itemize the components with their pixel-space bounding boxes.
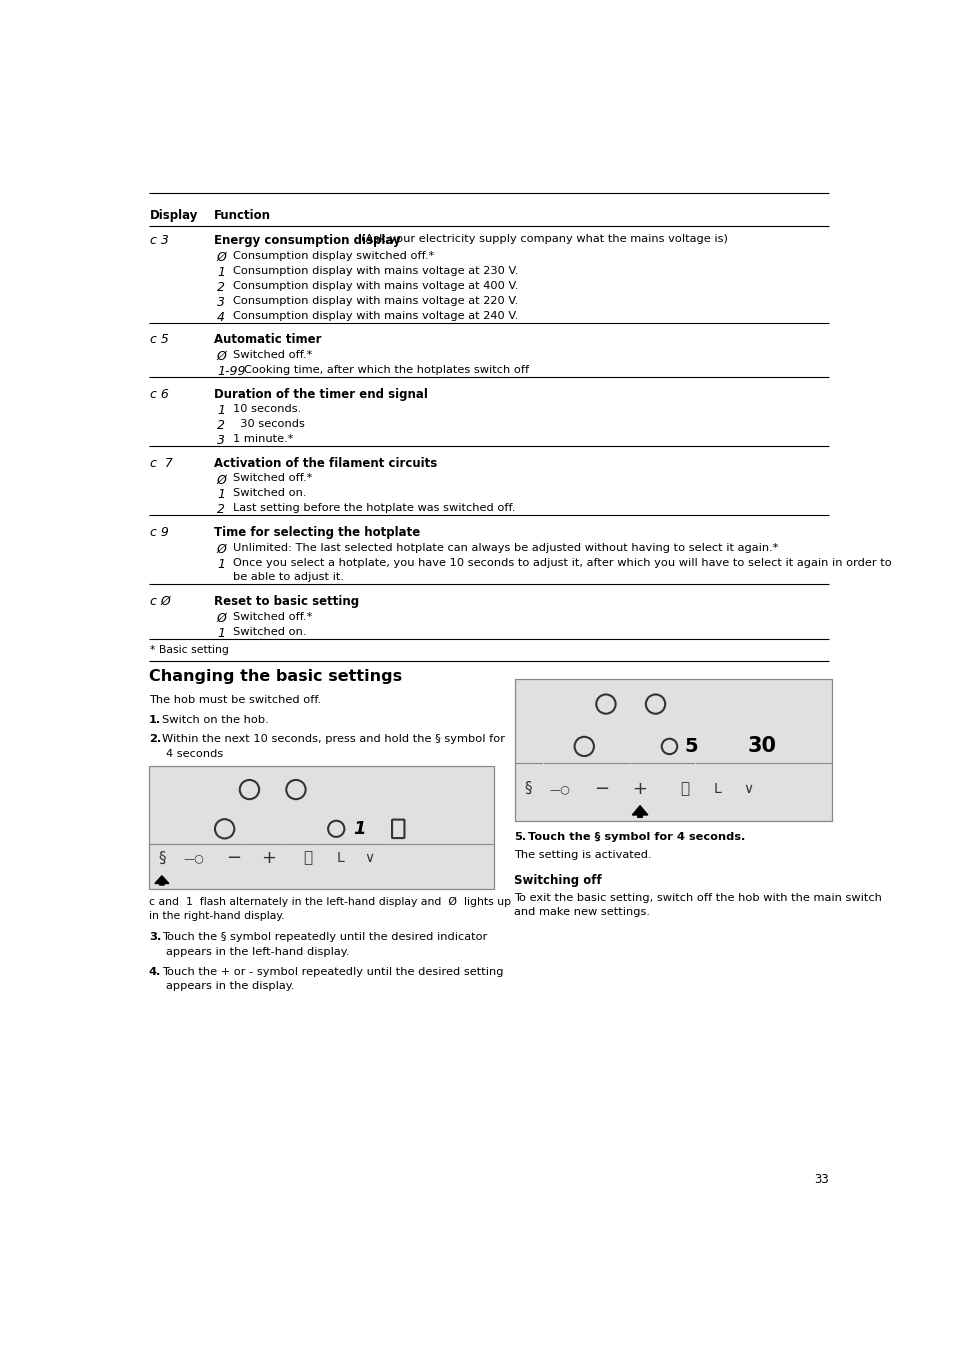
Text: Ø: Ø bbox=[216, 350, 227, 363]
Text: 1: 1 bbox=[216, 266, 225, 278]
Text: Once you select a hotplate, you have 10 seconds to adjust it, after which you wi: Once you select a hotplate, you have 10 … bbox=[233, 558, 891, 568]
Text: To exit the basic setting, switch off the hob with the main switch: To exit the basic setting, switch off th… bbox=[514, 892, 882, 903]
FancyBboxPatch shape bbox=[149, 765, 494, 888]
Text: 2: 2 bbox=[216, 420, 225, 432]
Text: §: § bbox=[524, 782, 532, 796]
FancyBboxPatch shape bbox=[392, 819, 404, 838]
Text: ∨: ∨ bbox=[364, 850, 375, 865]
Text: 2: 2 bbox=[216, 504, 225, 517]
Text: 1 minute.*: 1 minute.* bbox=[233, 435, 294, 444]
Text: Energy consumption display: Energy consumption display bbox=[213, 234, 400, 247]
Text: (Ask your electricity supply company what the mains voltage is): (Ask your electricity supply company wha… bbox=[360, 234, 727, 244]
Text: −: − bbox=[593, 780, 608, 798]
Text: 1.: 1. bbox=[149, 716, 161, 725]
Text: 3: 3 bbox=[216, 296, 225, 309]
Text: Touch the + or - symbol repeatedly until the desired setting: Touch the + or - symbol repeatedly until… bbox=[162, 967, 503, 976]
Text: Last setting before the hotplate was switched off.: Last setting before the hotplate was swi… bbox=[233, 504, 515, 513]
Text: Reset to basic setting: Reset to basic setting bbox=[213, 595, 358, 608]
Text: and make new settings.: and make new settings. bbox=[514, 907, 650, 918]
Text: Ⓞ: Ⓞ bbox=[303, 850, 312, 865]
Text: −: − bbox=[226, 849, 241, 867]
Text: c and  1  flash alternately in the left-hand display and  Ø  lights up: c and 1 flash alternately in the left-ha… bbox=[149, 896, 510, 907]
Text: L: L bbox=[336, 850, 344, 865]
Text: Switched off.*: Switched off.* bbox=[233, 474, 312, 483]
Text: c 5: c 5 bbox=[150, 333, 169, 347]
Text: 4 seconds: 4 seconds bbox=[166, 749, 223, 759]
Text: Ø: Ø bbox=[216, 543, 227, 556]
Text: Consumption display with mains voltage at 240 V.: Consumption display with mains voltage a… bbox=[233, 310, 517, 320]
Text: Cooking time, after which the hotplates switch off: Cooking time, after which the hotplates … bbox=[244, 364, 529, 375]
Text: ∨: ∨ bbox=[742, 782, 753, 795]
Text: 4.: 4. bbox=[149, 967, 161, 976]
FancyBboxPatch shape bbox=[514, 679, 831, 821]
Text: Time for selecting the hotplate: Time for selecting the hotplate bbox=[213, 526, 419, 539]
Text: 3.: 3. bbox=[149, 931, 161, 942]
Text: The hob must be switched off.: The hob must be switched off. bbox=[149, 695, 320, 705]
Text: L: L bbox=[713, 782, 720, 795]
Text: 1: 1 bbox=[216, 626, 225, 640]
Text: Consumption display with mains voltage at 230 V.: Consumption display with mains voltage a… bbox=[233, 266, 518, 275]
Text: 4: 4 bbox=[216, 310, 225, 324]
Text: Display: Display bbox=[150, 209, 198, 223]
Text: 1: 1 bbox=[216, 404, 225, 417]
Text: 1-99: 1-99 bbox=[216, 364, 245, 378]
Text: c  7: c 7 bbox=[150, 456, 172, 470]
Text: appears in the left-hand display.: appears in the left-hand display. bbox=[166, 946, 349, 957]
Text: 10 seconds.: 10 seconds. bbox=[233, 404, 301, 414]
Text: Unlimited: The last selected hotplate can always be adjusted without having to s: Unlimited: The last selected hotplate ca… bbox=[233, 543, 778, 552]
Text: Touch the § symbol for 4 seconds.: Touch the § symbol for 4 seconds. bbox=[527, 832, 744, 842]
Text: in the right-hand display.: in the right-hand display. bbox=[149, 911, 284, 921]
Text: c 6: c 6 bbox=[150, 387, 169, 401]
Text: Activation of the filament circuits: Activation of the filament circuits bbox=[213, 456, 436, 470]
Text: be able to adjust it.: be able to adjust it. bbox=[233, 572, 344, 582]
Text: Function: Function bbox=[213, 209, 271, 223]
Text: 2.: 2. bbox=[149, 734, 161, 744]
Text: 30 seconds: 30 seconds bbox=[233, 420, 305, 429]
Text: Changing the basic settings: Changing the basic settings bbox=[149, 670, 401, 684]
Text: Duration of the timer end signal: Duration of the timer end signal bbox=[213, 387, 427, 401]
Text: 3: 3 bbox=[216, 435, 225, 447]
Text: 5: 5 bbox=[683, 737, 698, 756]
Text: Ø: Ø bbox=[216, 474, 227, 486]
Text: c 9: c 9 bbox=[150, 526, 169, 539]
Text: 33: 33 bbox=[814, 1173, 828, 1187]
Text: Ⓞ: Ⓞ bbox=[679, 782, 689, 796]
FancyArrow shape bbox=[154, 876, 169, 886]
Text: 1: 1 bbox=[353, 819, 365, 838]
Text: * Basic setting: * Basic setting bbox=[150, 645, 229, 655]
Text: Switched on.: Switched on. bbox=[233, 489, 306, 498]
FancyArrow shape bbox=[632, 806, 647, 817]
Text: 5.: 5. bbox=[514, 832, 526, 842]
Text: Switched off.*: Switched off.* bbox=[233, 612, 312, 622]
Text: Touch the § symbol repeatedly until the desired indicator: Touch the § symbol repeatedly until the … bbox=[162, 931, 487, 942]
Text: The setting is activated.: The setting is activated. bbox=[514, 849, 652, 860]
Text: Switch on the hob.: Switch on the hob. bbox=[162, 716, 269, 725]
Text: Within the next 10 seconds, press and hold the § symbol for: Within the next 10 seconds, press and ho… bbox=[162, 734, 504, 744]
Text: 30: 30 bbox=[747, 737, 776, 756]
Text: +: + bbox=[632, 780, 647, 798]
Text: —○: —○ bbox=[183, 853, 204, 863]
Text: c Ø: c Ø bbox=[150, 595, 171, 608]
Text: 1: 1 bbox=[216, 558, 225, 571]
Text: Switching off: Switching off bbox=[514, 875, 601, 887]
Text: Consumption display with mains voltage at 220 V.: Consumption display with mains voltage a… bbox=[233, 296, 517, 305]
Text: Consumption display with mains voltage at 400 V.: Consumption display with mains voltage a… bbox=[233, 281, 518, 290]
Text: Ø: Ø bbox=[216, 612, 227, 625]
Text: +: + bbox=[261, 849, 276, 867]
Text: Switched on.: Switched on. bbox=[233, 626, 306, 637]
Text: Switched off.*: Switched off.* bbox=[233, 350, 312, 360]
Text: Ø: Ø bbox=[216, 251, 227, 263]
Text: 1: 1 bbox=[216, 489, 225, 501]
Text: appears in the display.: appears in the display. bbox=[166, 981, 294, 991]
Text: Consumption display switched off.*: Consumption display switched off.* bbox=[233, 251, 434, 261]
Text: —○: —○ bbox=[548, 784, 569, 794]
Text: §: § bbox=[158, 850, 166, 865]
Text: 2: 2 bbox=[216, 281, 225, 293]
Text: c 3: c 3 bbox=[150, 234, 169, 247]
Text: Automatic timer: Automatic timer bbox=[213, 333, 321, 347]
